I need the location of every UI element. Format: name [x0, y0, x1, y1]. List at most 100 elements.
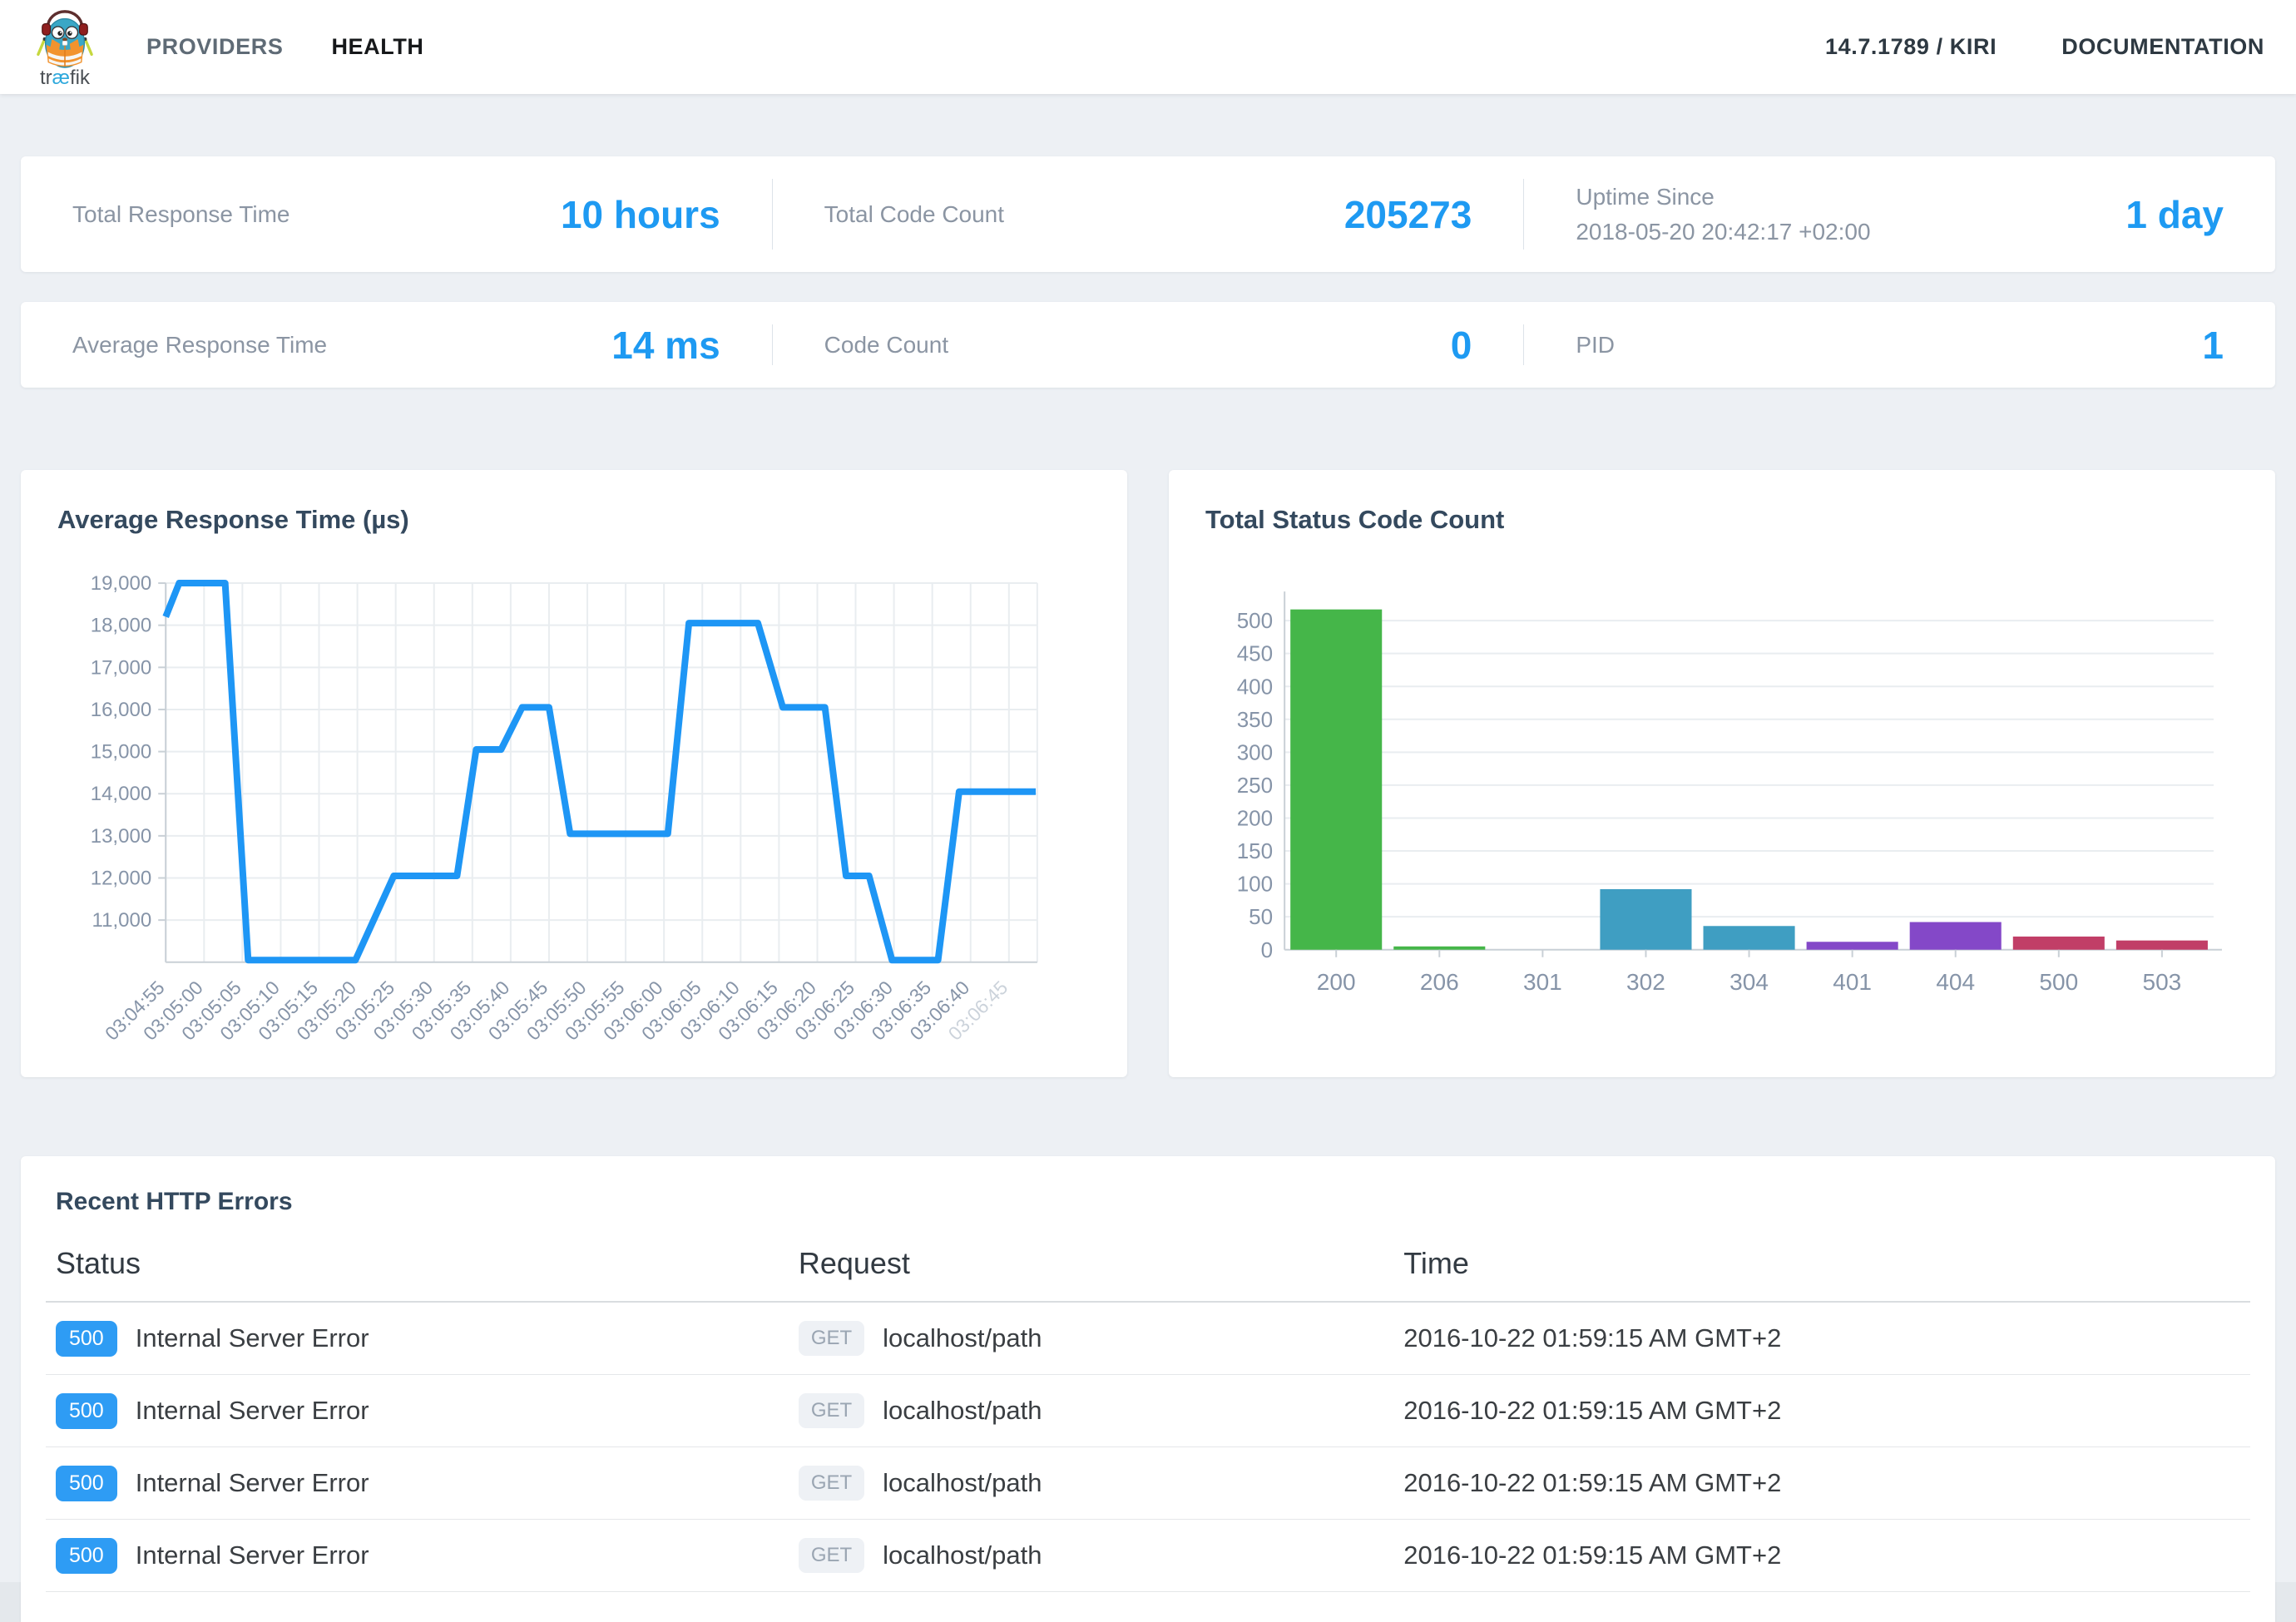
stats-row-totals: Total Response Time 10 hours Total Code …: [21, 156, 2275, 272]
stat-sublabel: 2018-05-20 20:42:17 +02:00: [1576, 218, 1871, 245]
divider: [771, 324, 773, 365]
nav-link-health[interactable]: HEALTH: [331, 34, 424, 59]
svg-text:350: 350: [1237, 707, 1273, 732]
svg-text:16,000: 16,000: [91, 699, 151, 721]
http-method-badge: GET: [798, 1393, 865, 1428]
stat-total-response-time: Total Response Time 10 hours: [21, 156, 772, 272]
svg-text:301: 301: [1523, 969, 1562, 995]
svg-text:17,000: 17,000: [91, 656, 151, 679]
stat-total-code-count: Total Code Count 205273: [773, 156, 1524, 272]
nav-link-providers[interactable]: PROVIDERS: [146, 34, 284, 59]
stat-value: 205273: [1343, 192, 1472, 236]
error-time: 2016-10-22 01:59:15 AM GMT+2: [1403, 1468, 1782, 1497]
http-method-badge: GET: [798, 1466, 865, 1501]
http-method-badge: GET: [798, 1538, 865, 1573]
status-message: Internal Server Error: [135, 1323, 369, 1352]
status-message: Internal Server Error: [135, 1468, 369, 1497]
svg-text:300: 300: [1237, 739, 1273, 764]
svg-text:50: 50: [1249, 904, 1273, 929]
http-method-badge: GET: [798, 1321, 865, 1356]
stat-value: 1: [2202, 323, 2224, 367]
stat-label: Average Response Time: [72, 331, 328, 358]
status-code-chart-card: Total Status Code Count 0 50 100 150 200 250 3…: [1169, 470, 2275, 1077]
svg-text:200: 200: [1237, 806, 1273, 831]
request-path: localhost/path: [883, 1396, 1042, 1425]
status-code-bar-chart: 0 50 100 150 200 250 300 350 400 450 500 200 206 301 3…: [1237, 591, 2222, 995]
charts-row: Average Response Time (µs) 11,000 12,000 1…: [21, 470, 2275, 1077]
svg-text:250: 250: [1237, 773, 1273, 798]
status-code-badge: 500: [56, 1392, 117, 1429]
column-header-status: Status: [56, 1246, 141, 1280]
recent-http-errors-card: Recent HTTP Errors Status Request Time 5…: [21, 1156, 2275, 1622]
status-message: Internal Server Error: [135, 1540, 369, 1570]
stats-row-current: Average Response Time 14 ms Code Count 0…: [21, 302, 2275, 388]
svg-text:100: 100: [1237, 872, 1273, 897]
chart-title: Average Response Time (µs): [57, 505, 409, 534]
stat-label: Total Code Count: [824, 200, 1005, 227]
stat-value: 1 day: [2125, 192, 2224, 236]
status-code-badge: 500: [56, 1465, 117, 1501]
divider: [1523, 179, 1525, 250]
divider: [1523, 324, 1525, 365]
stat-label: Code Count: [824, 331, 949, 358]
error-time: 2016-10-22 01:59:15 AM GMT+2: [1403, 1540, 1782, 1570]
request-path: localhost/path: [883, 1540, 1042, 1570]
stat-label: Uptime Since: [1576, 183, 1715, 210]
traefik-brand[interactable]: træfik: [32, 7, 98, 88]
top-navbar: træfik PROVIDERS HEALTH 14.7.1789 / KIRI…: [0, 0, 2296, 94]
stat-value: 0: [1450, 323, 1472, 367]
chart-title: Total Status Code Count: [1205, 505, 1505, 534]
stat-code-count: Code Count 0: [773, 302, 1524, 388]
svg-text:14,000: 14,000: [91, 783, 151, 805]
error-time: 2016-10-22 01:59:15 AM GMT+2: [1403, 1323, 1782, 1352]
svg-text:500: 500: [2039, 969, 2078, 995]
status-message: Internal Server Error: [135, 1396, 369, 1425]
stat-label: Total Response Time: [72, 200, 290, 227]
divider: [771, 179, 773, 250]
table-row: 500 Internal Server Error GET localhost/pa…: [46, 1447, 2250, 1520]
svg-text:503: 503: [2143, 969, 2182, 995]
stat-label: PID: [1576, 331, 1616, 358]
traefik-gopher-icon: [37, 9, 93, 68]
column-header-request: Request: [798, 1246, 910, 1280]
response-time-chart-card: Average Response Time (µs) 11,000 12,000 1…: [21, 470, 1127, 1077]
svg-text:302: 302: [1626, 969, 1665, 995]
svg-text:206: 206: [1420, 969, 1459, 995]
svg-text:0: 0: [1261, 937, 1273, 962]
error-time: 2016-10-22 01:59:15 AM GMT+2: [1403, 1396, 1782, 1425]
svg-text:500: 500: [1237, 608, 1273, 633]
svg-text:11,000: 11,000: [92, 909, 152, 932]
response-time-line-chart: 11,000 12,000 13,000 14,000 15,000 16,000 17,0…: [91, 572, 1038, 1045]
errors-table-header: Status Request Time: [46, 1241, 2250, 1303]
stat-uptime: Uptime Since 2018-05-20 20:42:17 +02:00 …: [1524, 156, 2275, 272]
svg-text:12,000: 12,000: [91, 868, 151, 890]
request-path: localhost/path: [883, 1323, 1042, 1352]
table-row: 500 Internal Server Error GET localhost/pa…: [46, 1303, 2250, 1375]
svg-text:404: 404: [1936, 969, 1975, 995]
svg-text:200: 200: [1317, 969, 1356, 995]
svg-text:15,000: 15,000: [91, 741, 151, 764]
errors-table-title: Recent HTTP Errors: [56, 1188, 293, 1215]
svg-text:401: 401: [1833, 969, 1872, 995]
svg-text:304: 304: [1729, 969, 1769, 995]
stat-value: 10 hours: [560, 192, 720, 236]
nav-right: 14.7.1789 / KIRI DOCUMENTATION: [1825, 34, 2264, 60]
svg-text:18,000: 18,000: [91, 615, 151, 637]
column-header-time: Time: [1403, 1246, 1469, 1280]
status-code-badge: 500: [56, 1320, 117, 1357]
stat-value: 14 ms: [611, 323, 720, 367]
status-code-badge: 500: [56, 1537, 117, 1574]
version-link[interactable]: 14.7.1789 / KIRI: [1824, 34, 1997, 59]
table-row: 500 Internal Server Error GET localhost/pa…: [46, 1375, 2250, 1447]
table-row: 500 Internal Server Error GET localhost/pa…: [46, 1520, 2250, 1592]
svg-text:450: 450: [1237, 641, 1273, 666]
svg-text:19,000: 19,000: [91, 572, 151, 595]
svg-text:150: 150: [1237, 838, 1273, 863]
nav-links: PROVIDERS HEALTH: [146, 34, 424, 60]
nav-link-documentation[interactable]: DOCUMENTATION: [2061, 34, 2264, 59]
stat-average-response-time: Average Response Time 14 ms: [21, 302, 772, 388]
svg-text:400: 400: [1237, 674, 1273, 699]
svg-text:13,000: 13,000: [91, 825, 151, 848]
traefik-wordmark: træfik: [39, 66, 90, 89]
